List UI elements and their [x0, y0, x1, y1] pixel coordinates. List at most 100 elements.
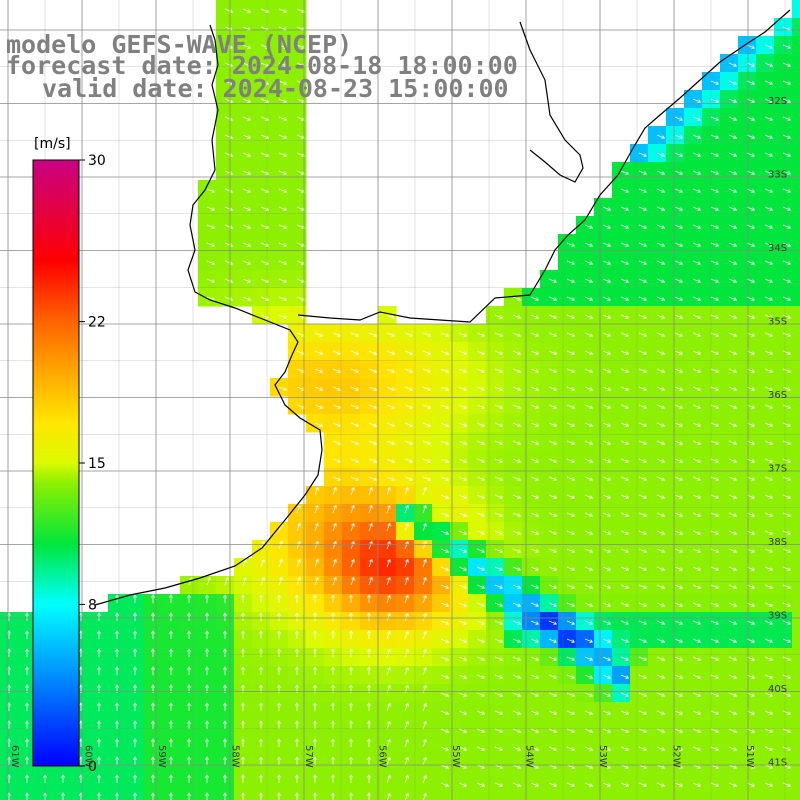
speed-cell — [270, 702, 289, 721]
wind-arrow — [620, 206, 630, 211]
speed-cell — [126, 630, 145, 649]
speed-cell — [126, 612, 145, 631]
speed-cell — [324, 612, 343, 631]
speed-cell — [234, 630, 253, 649]
speed-cell — [414, 702, 433, 721]
speed-cell — [360, 630, 379, 649]
speed-cell — [792, 360, 800, 379]
wind-arrow — [764, 80, 774, 85]
speed-cell — [324, 702, 343, 721]
speed-cell — [360, 720, 379, 739]
lon-label: 54W — [524, 745, 535, 768]
speed-cell — [144, 720, 163, 739]
speed-cell — [396, 558, 415, 577]
speed-cell — [324, 666, 343, 685]
speed-cell — [144, 738, 163, 757]
speed-cell — [342, 630, 361, 649]
speed-cell — [180, 648, 199, 667]
speed-cell — [396, 792, 415, 800]
speed-cell — [594, 792, 613, 800]
speed-cell — [90, 630, 109, 649]
speed-cell — [288, 594, 307, 613]
speed-cell — [414, 792, 433, 800]
speed-cell — [306, 738, 325, 757]
speed-cell — [90, 648, 109, 667]
speed-cell — [162, 594, 181, 613]
speed-cell — [396, 666, 415, 685]
wind-arrow — [620, 188, 630, 193]
speed-cell — [324, 648, 343, 667]
speed-cell — [108, 738, 127, 757]
speed-cell — [306, 684, 325, 703]
speed-cell — [324, 486, 343, 505]
speed-cell — [0, 648, 19, 667]
wind-arrow — [764, 152, 774, 157]
speed-cell — [0, 612, 19, 631]
speed-cell — [792, 558, 800, 577]
wind-arrow — [224, 62, 234, 67]
speed-cell — [630, 792, 649, 800]
speed-cell — [234, 666, 253, 685]
speed-cell — [306, 558, 325, 577]
speed-cell — [792, 594, 800, 613]
wind-arrow — [206, 206, 216, 211]
speed-cell — [702, 792, 721, 800]
speed-cell — [792, 288, 800, 307]
speed-cell — [360, 738, 379, 757]
speed-cell — [360, 558, 379, 577]
lat-label: 35S — [768, 317, 787, 328]
speed-cell — [414, 666, 433, 685]
speed-cell — [396, 648, 415, 667]
lat-label: 34S — [768, 243, 787, 254]
speed-cell — [144, 684, 163, 703]
speed-cell — [378, 684, 397, 703]
speed-cell — [126, 648, 145, 667]
speed-cell — [414, 486, 433, 505]
speed-cell — [162, 738, 181, 757]
speed-cell — [288, 738, 307, 757]
speed-cell — [414, 684, 433, 703]
speed-cell — [720, 792, 739, 800]
wind-arrow — [764, 44, 774, 49]
speed-cell — [270, 738, 289, 757]
speed-cell — [342, 702, 361, 721]
speed-cell — [666, 792, 685, 800]
wind-arrow — [656, 188, 666, 193]
speed-cell — [306, 720, 325, 739]
speed-cell — [792, 54, 800, 73]
speed-cell — [396, 738, 415, 757]
speed-cell — [414, 612, 433, 631]
speed-cell — [144, 702, 163, 721]
speed-cell — [378, 702, 397, 721]
speed-cell — [378, 504, 397, 523]
speed-cell — [432, 792, 451, 800]
speed-cell — [360, 594, 379, 613]
speed-cell — [270, 666, 289, 685]
wind-arrow — [656, 152, 666, 157]
speed-cell — [792, 270, 800, 289]
speed-cell — [252, 612, 271, 631]
wind-arrow — [638, 152, 648, 157]
speed-cell — [252, 558, 271, 577]
speed-cell — [468, 792, 487, 800]
wind-arrow — [710, 188, 720, 193]
speed-cell — [162, 702, 181, 721]
speed-cell — [342, 684, 361, 703]
speed-cell — [324, 558, 343, 577]
wind-arrow — [782, 152, 792, 157]
wind-arrow — [278, 188, 288, 193]
speed-cell — [198, 702, 217, 721]
speed-cell — [18, 702, 37, 721]
speed-cell — [126, 720, 145, 739]
speed-cell — [198, 594, 217, 613]
speed-cell — [378, 540, 397, 559]
wind-arrow — [224, 152, 234, 157]
wind-arrow — [782, 134, 792, 139]
colorbar-tick-label: 8 — [88, 597, 97, 613]
speed-cell — [0, 630, 19, 649]
speed-cell — [306, 612, 325, 631]
speed-cell — [360, 702, 379, 721]
speed-cell — [396, 594, 415, 613]
speed-cell — [234, 558, 253, 577]
